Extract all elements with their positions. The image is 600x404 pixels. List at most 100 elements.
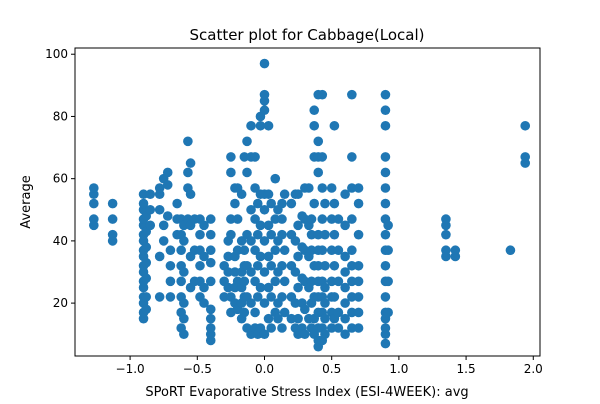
scatter-point: [277, 214, 287, 224]
scatter-point: [199, 220, 209, 231]
scatter-point: [263, 251, 274, 262]
scatter-point: [226, 167, 236, 178]
scatter-point: [309, 105, 320, 116]
x-tick-label: 1.0: [389, 362, 408, 376]
scatter-point: [304, 183, 314, 193]
scatter-point: [252, 198, 263, 209]
scatter-point: [347, 89, 357, 100]
scatter-point: [270, 214, 281, 224]
scatter-point: [141, 242, 152, 252]
scatter-point: [183, 167, 193, 178]
scatter-point: [380, 120, 391, 131]
scatter-point: [277, 292, 287, 302]
scatter-point: [347, 152, 357, 162]
scatter-point: [380, 89, 391, 100]
scatter-point: [226, 152, 236, 162]
scatter-point: [313, 260, 324, 271]
scatter-point: [107, 214, 118, 224]
scatter-point: [250, 245, 260, 256]
scatter-point: [179, 298, 189, 308]
scatter-point: [162, 180, 173, 190]
scatter-point: [252, 260, 263, 271]
scatter-point: [236, 189, 247, 200]
scatter-point: [347, 307, 357, 318]
scatter-point: [293, 282, 303, 293]
scatter-point: [89, 198, 99, 209]
scatter-point: [252, 229, 263, 240]
scatter-point: [179, 267, 189, 277]
scatter-point: [239, 245, 250, 256]
scatter-point: [179, 329, 189, 340]
scatter-point: [329, 229, 340, 240]
x-axis-label: SPoRT Evaporative Stress Index (ESI-4WEE…: [145, 385, 468, 400]
scatter-point: [380, 167, 391, 178]
scatter-point: [441, 229, 451, 240]
scatter-point: [246, 204, 256, 215]
scatter-point: [259, 58, 270, 69]
scatter-point: [329, 198, 340, 209]
x-tick-label: 0.0: [255, 362, 274, 376]
scatter-point: [329, 260, 340, 271]
scatter-point: [353, 292, 364, 302]
scatter-point: [326, 276, 337, 287]
scatter-point: [145, 220, 156, 231]
scatter-point: [320, 229, 330, 240]
scatter-point: [520, 152, 531, 162]
scatter-point: [279, 245, 290, 256]
scatter-point: [309, 198, 320, 209]
scatter-point: [347, 323, 357, 333]
scatter-point: [333, 214, 344, 224]
scatter-point: [317, 214, 328, 224]
scatter-point: [380, 183, 391, 193]
scatter-point: [333, 307, 344, 318]
scatter-point: [279, 189, 290, 200]
scatter-point: [293, 220, 303, 231]
scatter-point: [277, 323, 287, 333]
scatter-point: [347, 214, 357, 224]
scatter-point: [246, 267, 256, 277]
scatter-point: [145, 204, 156, 215]
scatter-point: [176, 276, 186, 287]
scatter-point: [380, 292, 391, 302]
scatter-point: [266, 229, 277, 240]
scatter-point: [165, 260, 176, 271]
scatter-point: [185, 189, 196, 200]
scatter-point: [226, 214, 236, 224]
scatter-point: [107, 198, 118, 209]
scatter-point: [205, 276, 216, 287]
scatter-point: [277, 198, 287, 209]
scatter-point: [219, 292, 229, 302]
scatter-point: [306, 276, 317, 287]
scatter-point: [255, 120, 266, 131]
scatter-point: [230, 198, 240, 209]
scatter-point: [205, 304, 216, 315]
scatter-point: [158, 236, 169, 246]
scatter-point: [340, 313, 350, 324]
scatter-point: [266, 260, 277, 271]
scatter-point: [329, 120, 340, 131]
scatter-point: [320, 282, 330, 293]
scatter-point: [317, 152, 328, 162]
scatter-point: [380, 105, 391, 116]
scatter-point: [326, 183, 337, 193]
scatter-point: [141, 292, 152, 302]
y-tick-label: 60: [53, 172, 68, 186]
scatter-point: [270, 276, 281, 287]
y-axis-label: Average: [19, 175, 34, 228]
y-tick-label: 80: [53, 109, 68, 123]
scatter-point: [205, 257, 216, 268]
scatter-point: [154, 292, 165, 302]
scatter-point: [309, 120, 320, 131]
scatter-point: [263, 220, 274, 231]
scatter-point: [199, 282, 209, 293]
scatter-point: [317, 183, 328, 193]
scatter-point: [205, 323, 216, 333]
y-tick-label: 40: [53, 234, 68, 248]
scatter-point: [162, 211, 173, 221]
scatter-point: [266, 292, 277, 302]
scatter-point: [313, 167, 324, 178]
scatter-point: [320, 313, 330, 324]
scatter-point: [179, 313, 189, 324]
scatter-point: [286, 313, 297, 324]
